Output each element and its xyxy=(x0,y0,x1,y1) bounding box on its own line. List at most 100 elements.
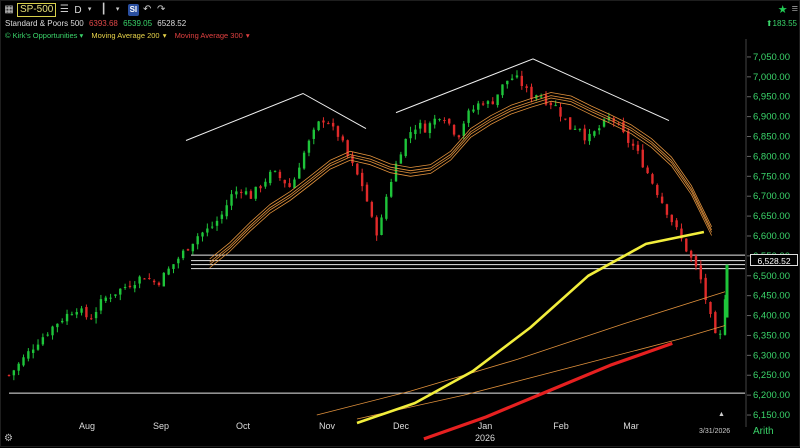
candle-body xyxy=(75,312,78,315)
symbol-input[interactable]: SP-500 xyxy=(17,3,57,17)
candle-body xyxy=(598,128,601,131)
candle-body xyxy=(27,351,30,359)
y-tick-label: 6,600.00 xyxy=(753,231,790,242)
y-tick-label: 6,850.00 xyxy=(753,132,790,143)
chevron-down-icon[interactable]: ▾ xyxy=(87,6,92,13)
candle-body xyxy=(312,129,315,139)
legend-ma200[interactable]: Moving Average 200 xyxy=(91,31,160,40)
ma200-line xyxy=(356,230,705,425)
triangle-icon: ▲ xyxy=(718,411,725,418)
candle-body xyxy=(714,312,717,334)
candle-body xyxy=(443,119,446,121)
candle-body xyxy=(56,323,59,328)
candle-body xyxy=(360,172,364,187)
y-tick-label: 6,400.00 xyxy=(753,311,790,322)
chevron-down-icon[interactable]: ▾ xyxy=(115,6,120,13)
candle-body xyxy=(65,313,69,322)
legend-kirks[interactable]: © Kirk's Opportunities xyxy=(5,31,78,40)
high-value: 6539.05 xyxy=(123,19,153,28)
candle-body xyxy=(510,78,514,80)
candle-body xyxy=(148,277,151,279)
candle-body xyxy=(293,179,296,189)
candle-body xyxy=(31,349,35,353)
candle-body xyxy=(191,243,195,252)
settings-icon[interactable]: ⚙ xyxy=(4,433,13,444)
candle-body xyxy=(578,128,582,130)
candle-body xyxy=(22,357,25,366)
candle-body xyxy=(201,232,204,237)
candle-body xyxy=(336,126,340,137)
x-month-label: Dec xyxy=(393,421,410,431)
average-band xyxy=(209,95,712,263)
candle-body xyxy=(486,101,490,104)
chevron-down-icon[interactable]: ▾ xyxy=(162,31,167,40)
candle-body xyxy=(554,105,557,107)
candle-body xyxy=(119,288,122,295)
candle-body xyxy=(7,374,11,376)
candle-body xyxy=(167,268,170,275)
candle-body xyxy=(723,299,727,335)
candle-body xyxy=(593,131,596,136)
scale-mode[interactable]: Arith xyxy=(753,426,774,437)
y-tick-label: 6,350.00 xyxy=(753,330,790,341)
list-icon[interactable]: ☰ xyxy=(59,4,69,15)
candle-body xyxy=(331,122,335,127)
candle-body xyxy=(85,307,88,318)
ma300-line xyxy=(423,341,673,441)
candle-body xyxy=(288,183,291,188)
last-price-label: 6,528.52 xyxy=(750,254,798,266)
menu-icon[interactable]: ≡ xyxy=(791,3,798,15)
candle-body xyxy=(573,128,577,130)
candle-body xyxy=(612,118,615,122)
candle-body xyxy=(689,250,693,258)
candle-body xyxy=(51,326,54,336)
chevron-down-icon[interactable]: ▾ xyxy=(245,31,250,40)
candle-body xyxy=(549,102,553,106)
candle-body xyxy=(631,143,635,146)
moving-averages xyxy=(209,92,726,441)
favorite-star-icon[interactable]: ★ xyxy=(777,4,788,16)
instrument-name: Standard & Poors 500 xyxy=(5,19,84,28)
candle-body xyxy=(351,154,354,164)
support-levels xyxy=(9,254,745,394)
candle-body xyxy=(627,131,630,143)
grid-icon[interactable]: ▦ xyxy=(4,4,14,15)
candle-body xyxy=(539,96,543,98)
price-chart[interactable]: 7,050.00 7,000.00 6,950.00 6,900.00 6,850.00… xyxy=(1,39,800,448)
period-selector[interactable]: D xyxy=(74,4,82,16)
candle-body xyxy=(423,123,427,133)
y-tick-label: 6,300.00 xyxy=(753,350,790,361)
candle-body xyxy=(346,140,349,156)
redo-icon[interactable]: ↷ xyxy=(156,4,166,15)
si-button[interactable]: SI xyxy=(127,4,140,16)
candle-body xyxy=(370,202,374,217)
undo-icon[interactable]: ↶ xyxy=(142,4,152,15)
y-tick-label: 6,800.00 xyxy=(753,151,790,162)
candle-body xyxy=(80,308,83,313)
last-date: 3/31/2026 xyxy=(699,428,731,435)
candle-body xyxy=(709,301,712,315)
candle-body xyxy=(365,184,369,202)
candle-body xyxy=(438,119,441,121)
trendlines xyxy=(185,58,670,141)
candle-body xyxy=(46,334,49,336)
candle-body xyxy=(215,220,219,226)
candle-body xyxy=(235,191,238,195)
candle-body xyxy=(206,228,209,233)
average-band xyxy=(209,92,712,260)
up-arrow-icon: ⬆ xyxy=(765,19,773,28)
candle-body xyxy=(718,333,722,335)
candle-body xyxy=(283,179,286,184)
candle-body xyxy=(123,286,127,288)
candle-body xyxy=(564,118,567,120)
legend-ma300[interactable]: Moving Average 300 xyxy=(174,31,243,40)
y-tick-label: 6,250.00 xyxy=(753,370,790,381)
candle-body xyxy=(36,344,40,350)
candle-body xyxy=(646,167,649,174)
candle-body xyxy=(133,285,136,289)
chevron-down-icon[interactable]: ▾ xyxy=(79,31,84,40)
candlestick-icon[interactable]: ┃ xyxy=(100,4,107,15)
low-value: 6393.68 xyxy=(88,19,118,28)
candle-body xyxy=(568,117,572,130)
price-axis: 7,050.00 7,000.00 6,950.00 6,900.00 6,850.00… xyxy=(745,39,790,427)
